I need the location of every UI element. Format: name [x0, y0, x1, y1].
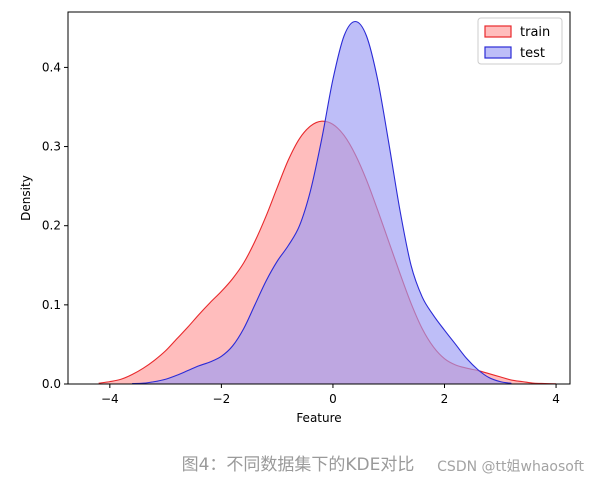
plot-frame: [67, 11, 571, 385]
x-tick-label: 2: [441, 392, 449, 406]
y-axis-label: Density: [19, 175, 33, 221]
legend: train test: [477, 17, 563, 65]
figure-caption: 图4：不同数据集下的KDE对比: [181, 455, 415, 475]
watermark: CSDN @tt姐whaosoft: [437, 459, 584, 475]
area-test: [132, 21, 512, 384]
legend-swatch-test: [484, 46, 512, 59]
legend-entries: train test: [484, 25, 550, 61]
x-axis-label: Feature: [296, 411, 341, 425]
y-tick-label: 0.1: [42, 298, 61, 312]
legend-label-test: test: [520, 46, 545, 61]
y-tick-label: 0.3: [42, 140, 61, 154]
legend-label-train: train: [520, 25, 550, 40]
legend-swatch-train: [484, 25, 512, 38]
x-tick-label: 0: [329, 392, 337, 406]
x-axis: −4 −2 0 2 4: [101, 384, 560, 406]
y-tick-label: 0.4: [42, 60, 61, 74]
line-test: [132, 20, 512, 385]
y-tick-label: 0.0: [42, 377, 61, 391]
series-areas: [98, 20, 557, 385]
x-tick-label: −4: [101, 392, 119, 406]
y-tick-label: 0.2: [42, 219, 61, 233]
kde-chart: −4 −2 0 2 4 0.00.10.20.30.4 Feature Density …: [19, 11, 571, 425]
y-axis: 0.0 0.1 0.2 0.3 0.4: [42, 60, 68, 391]
x-tick-label: −2: [213, 392, 231, 406]
x-tick-label: 4: [552, 392, 560, 406]
